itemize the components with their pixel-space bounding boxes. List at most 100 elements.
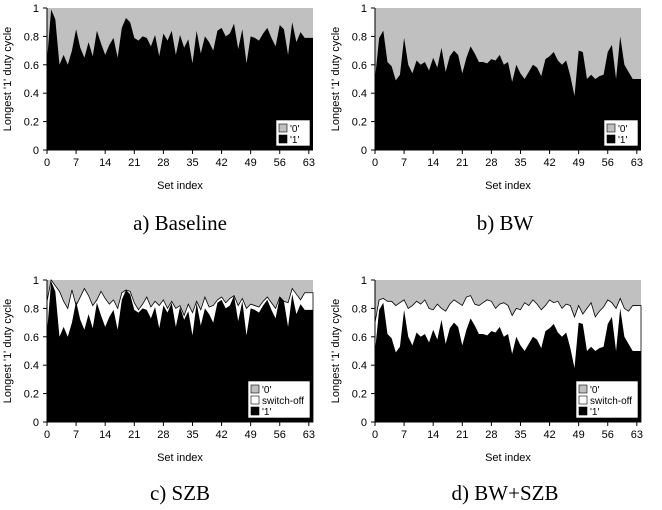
y-tick-label: 0.4 <box>352 88 367 100</box>
x-tick-label: 21 <box>456 429 468 441</box>
y-tick-label: 0.6 <box>352 60 367 72</box>
x-tick-label: 63 <box>631 429 643 441</box>
y-tick-label: 0 <box>361 417 367 429</box>
x-tick-label: 42 <box>215 157 227 169</box>
x-tick-label: 28 <box>485 157 497 169</box>
x-tick-label: 7 <box>73 157 79 169</box>
y-tick-label: 0.2 <box>352 389 367 401</box>
panel-bw-szb: 0 0.2 0.4 0.6 0.8 1 0 7 14 21 28 35 42 49 56 63 '0'swit… <box>330 275 643 464</box>
y-tick-label: 0.4 <box>24 88 39 100</box>
x-tick-label: 63 <box>631 157 643 169</box>
caption-a: a) Baseline <box>133 211 227 235</box>
plot-area <box>47 8 313 151</box>
x-tick-label: 42 <box>215 429 227 441</box>
x-tick-label: 42 <box>543 429 555 441</box>
x-tick-label: 56 <box>602 157 614 169</box>
y-tick-label: 0.6 <box>24 60 39 72</box>
caption-d: d) BW+SZB <box>452 481 559 505</box>
x-axis-label: Set index <box>157 180 203 192</box>
x-tick-label: 63 <box>303 429 315 441</box>
x-tick-label: 0 <box>372 429 378 441</box>
x-tick-label: 0 <box>44 429 50 441</box>
legend-swatch <box>578 406 588 416</box>
y-tick-label: 1 <box>33 3 39 15</box>
legend-label: '1' <box>262 407 271 418</box>
y-tick-label: 0 <box>361 145 367 157</box>
plot-area <box>375 8 641 150</box>
x-tick-label: 28 <box>485 429 497 441</box>
x-tick-label: 14 <box>427 157 439 169</box>
x-axis-label: Set index <box>485 180 531 192</box>
axes: 0 0.2 0.4 0.6 0.8 1 0 7 14 21 28 35 42 49 56 63 <box>352 3 643 169</box>
x-tick-label: 21 <box>128 429 140 441</box>
x-tick-label: 28 <box>157 157 169 169</box>
legend-swatch <box>250 395 260 405</box>
y-tick-label: 1 <box>33 275 39 287</box>
series-area-one <box>375 302 641 422</box>
x-tick-label: 0 <box>372 157 378 169</box>
y-axis-label: Longest '1' duty cycle <box>2 299 14 403</box>
legend-swatch <box>606 134 616 144</box>
x-axis-label: Set index <box>485 452 531 464</box>
legend-label: '0' <box>290 124 299 135</box>
y-tick-label: 1 <box>361 275 367 287</box>
series-area-one <box>375 30 641 150</box>
x-tick-label: 49 <box>573 429 585 441</box>
x-tick-label: 42 <box>543 157 555 169</box>
x-tick-label: 21 <box>456 157 468 169</box>
y-axis-label: Longest '1' duty cycle <box>330 27 342 131</box>
legend-swatch <box>278 123 288 133</box>
x-tick-label: 35 <box>514 429 526 441</box>
panel-bw: 00.20.40.60.810 7 14 21 28 35 42 49 56 63 '0''1' … <box>330 3 643 192</box>
y-tick-label: 0.2 <box>24 117 39 129</box>
x-tick-label: 56 <box>274 157 286 169</box>
x-tick-label: 63 <box>303 157 315 169</box>
legend-label: '0' <box>262 385 271 396</box>
x-tick-label: 56 <box>602 429 614 441</box>
legend-label: '0' <box>618 124 627 135</box>
x-tick-label: 35 <box>186 429 198 441</box>
legend-label: '1' <box>618 135 627 146</box>
y-tick-label: 0.8 <box>352 31 367 43</box>
x-tick-label: 14 <box>99 429 111 441</box>
legend-swatch <box>278 134 288 144</box>
y-tick-label: 0.8 <box>24 303 39 315</box>
y-tick-label: 0.4 <box>24 360 39 372</box>
y-tick-label: 1 <box>361 3 367 15</box>
axes: 0 0.2 0.4 0.6 0.8 1 0 7 14 21 28 35 42 49 56 63 <box>352 275 643 441</box>
x-tick-label: 14 <box>99 157 111 169</box>
x-tick-label: 35 <box>186 157 198 169</box>
caption-c: c) SZB <box>150 481 210 505</box>
y-tick-label: 0.8 <box>24 31 39 43</box>
legend-label: '1' <box>590 407 599 418</box>
y-tick-label: 0.2 <box>352 117 367 129</box>
caption-b: b) BW <box>477 211 534 235</box>
axes: 0 0.2 0.4 0.6 0.8 1 0 7 14 21 28 35 42 49 56 63 <box>24 275 315 441</box>
x-tick-label: 49 <box>573 157 585 169</box>
legend-label: switch-off <box>590 396 632 407</box>
legend-label: '1' <box>290 135 299 146</box>
legend-label: '0' <box>590 385 599 396</box>
x-axis-label: Set index <box>157 452 203 464</box>
plot-area <box>46 279 314 423</box>
y-tick-label: 0.8 <box>352 303 367 315</box>
legend-swatch <box>250 384 260 394</box>
series-area-one <box>47 281 313 422</box>
x-tick-label: 14 <box>427 429 439 441</box>
x-tick-label: 49 <box>245 429 257 441</box>
y-axis-label: Longest '1' duty cycle <box>330 299 342 403</box>
panel-szb: 0 0.2 0.4 0.6 0.8 1 0 7 14 21 28 35 42 49 56 63 '0'swit… <box>2 275 315 464</box>
x-tick-label: 49 <box>245 157 257 169</box>
y-tick-label: 0.6 <box>24 332 39 344</box>
x-tick-label: 7 <box>73 429 79 441</box>
legend-swatch <box>578 384 588 394</box>
panel-baseline: 00.20.40.60.810 7 14 21 28 35 42 49 56 63 '0''1' … <box>2 3 315 192</box>
axes: 0 0.2 0.4 0.6 0.8 1 0 7 14 21 28 35 42 49 56 63 <box>24 3 315 169</box>
legend: '0'switch-off'1' <box>247 380 311 419</box>
y-tick-label: 0.4 <box>352 360 367 372</box>
x-tick-label: 21 <box>128 157 140 169</box>
x-tick-label: 0 <box>44 157 50 169</box>
y-tick-label: 0.2 <box>24 389 39 401</box>
x-tick-label: 28 <box>157 429 169 441</box>
